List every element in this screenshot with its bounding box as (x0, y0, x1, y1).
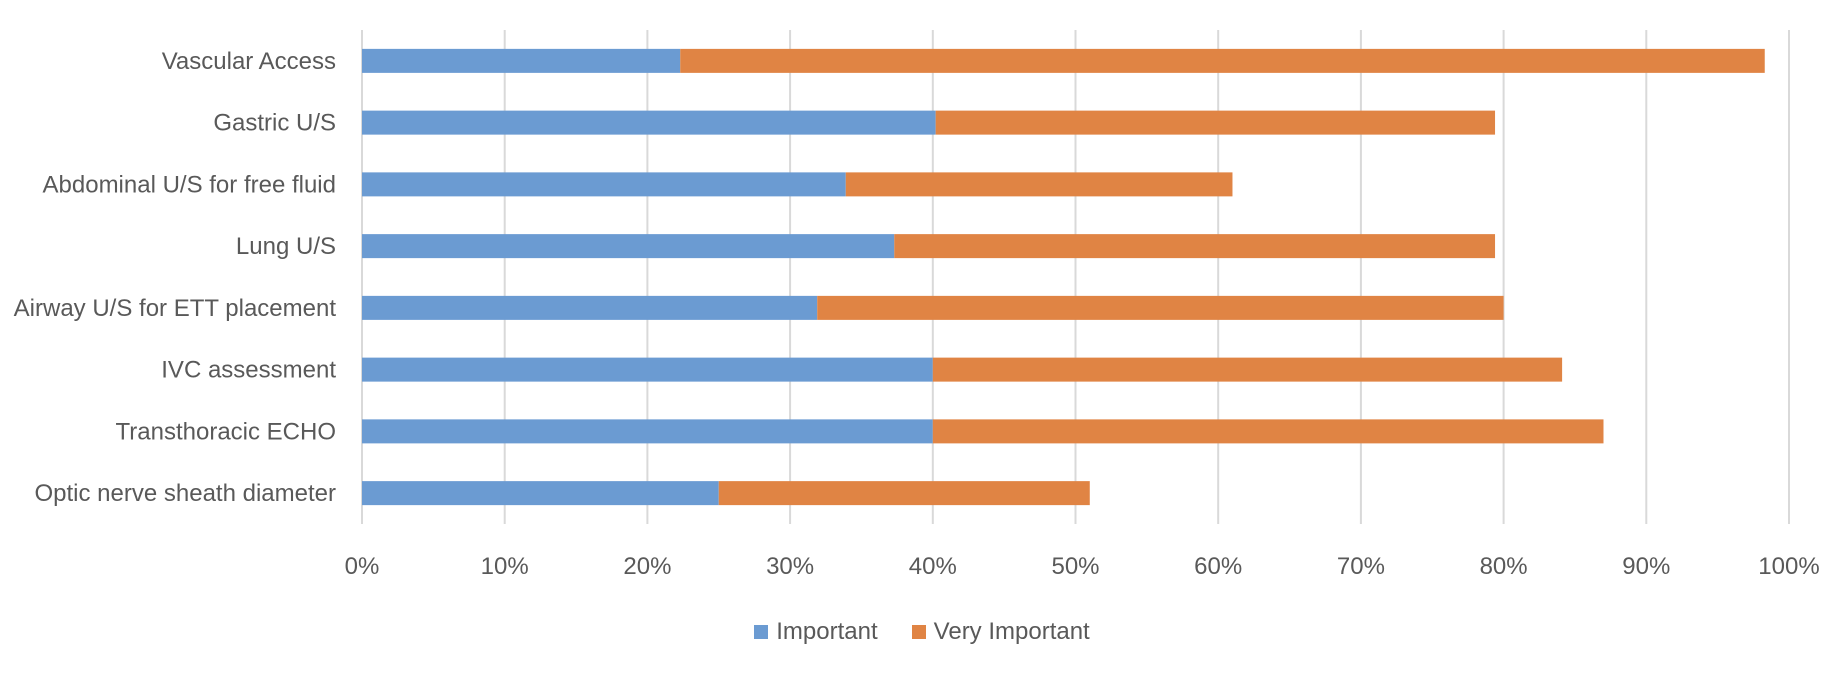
x-tick-label: 30% (766, 553, 814, 580)
x-tick-label: 100% (1758, 553, 1819, 580)
bar-very-important (845, 172, 1233, 197)
category-label: Abdominal U/S for free fluid (43, 171, 336, 198)
bar-important (362, 172, 846, 197)
bar-important (362, 419, 933, 444)
x-tick-label: 50% (1051, 553, 1099, 580)
legend-swatch-very-important (911, 625, 926, 639)
x-tick-label: 60% (1194, 553, 1242, 580)
category-label: IVC assessment (161, 357, 336, 384)
bar-important (362, 295, 818, 320)
x-tick-label: 40% (909, 553, 957, 580)
bar-very-important (935, 110, 1496, 135)
x-tick-label: 0% (345, 553, 380, 580)
chart-plot-area: 0% 10% 20% 30% 40% 50% 60% 70% 80% 90% 100% Vascula… (14, 30, 1820, 580)
bar-very-important (817, 295, 1504, 320)
bar-important (362, 110, 936, 135)
bar-very-important (894, 234, 1496, 259)
x-tick-label: 20% (623, 553, 671, 580)
legend-swatch-important (754, 625, 769, 639)
x-tick-label: 90% (1622, 553, 1670, 580)
category-label: Optic nerve sheath diameter (35, 480, 337, 507)
x-tick-label: 70% (1337, 553, 1385, 580)
bar-very-important (680, 48, 1765, 73)
legend-item-important: Important (754, 618, 878, 646)
bar-important (362, 481, 719, 506)
category-label: Lung U/S (236, 233, 336, 260)
bar-very-important (718, 481, 1090, 506)
bar-important (362, 48, 681, 73)
category-label: Vascular Access (162, 48, 336, 75)
bar-important (362, 234, 895, 259)
category-label: Gastric U/S (213, 110, 336, 137)
legend-label-very-important: Very Important (933, 618, 1090, 645)
category-label: Airway U/S for ETT placement (14, 295, 337, 322)
legend-label-important: Important (776, 618, 878, 645)
bar-important (362, 357, 933, 382)
category-label: Transthoracic ECHO (116, 418, 337, 445)
x-tick-label: 80% (1480, 553, 1528, 580)
chart-legend: Important Very Important (0, 618, 1844, 646)
x-tick-label: 10% (481, 553, 529, 580)
legend-item-very-important: Very Important (911, 618, 1090, 646)
bar-very-important (932, 419, 1604, 444)
bar-very-important (932, 357, 1563, 382)
